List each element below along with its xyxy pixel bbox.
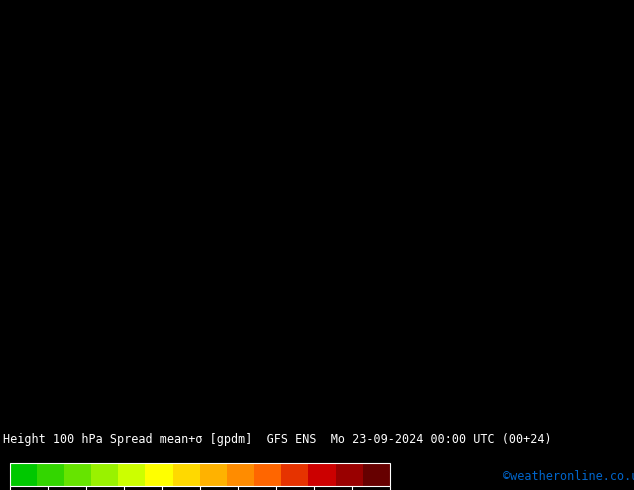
Text: Height 100 hPa Spread mean+σ [gpdm]  GFS ENS  Mo 23-09-2024 00:00 UTC (00+24): Height 100 hPa Spread mean+σ [gpdm] GFS … <box>3 433 552 446</box>
Text: ©weatheronline.co.uk: ©weatheronline.co.uk <box>503 469 634 483</box>
